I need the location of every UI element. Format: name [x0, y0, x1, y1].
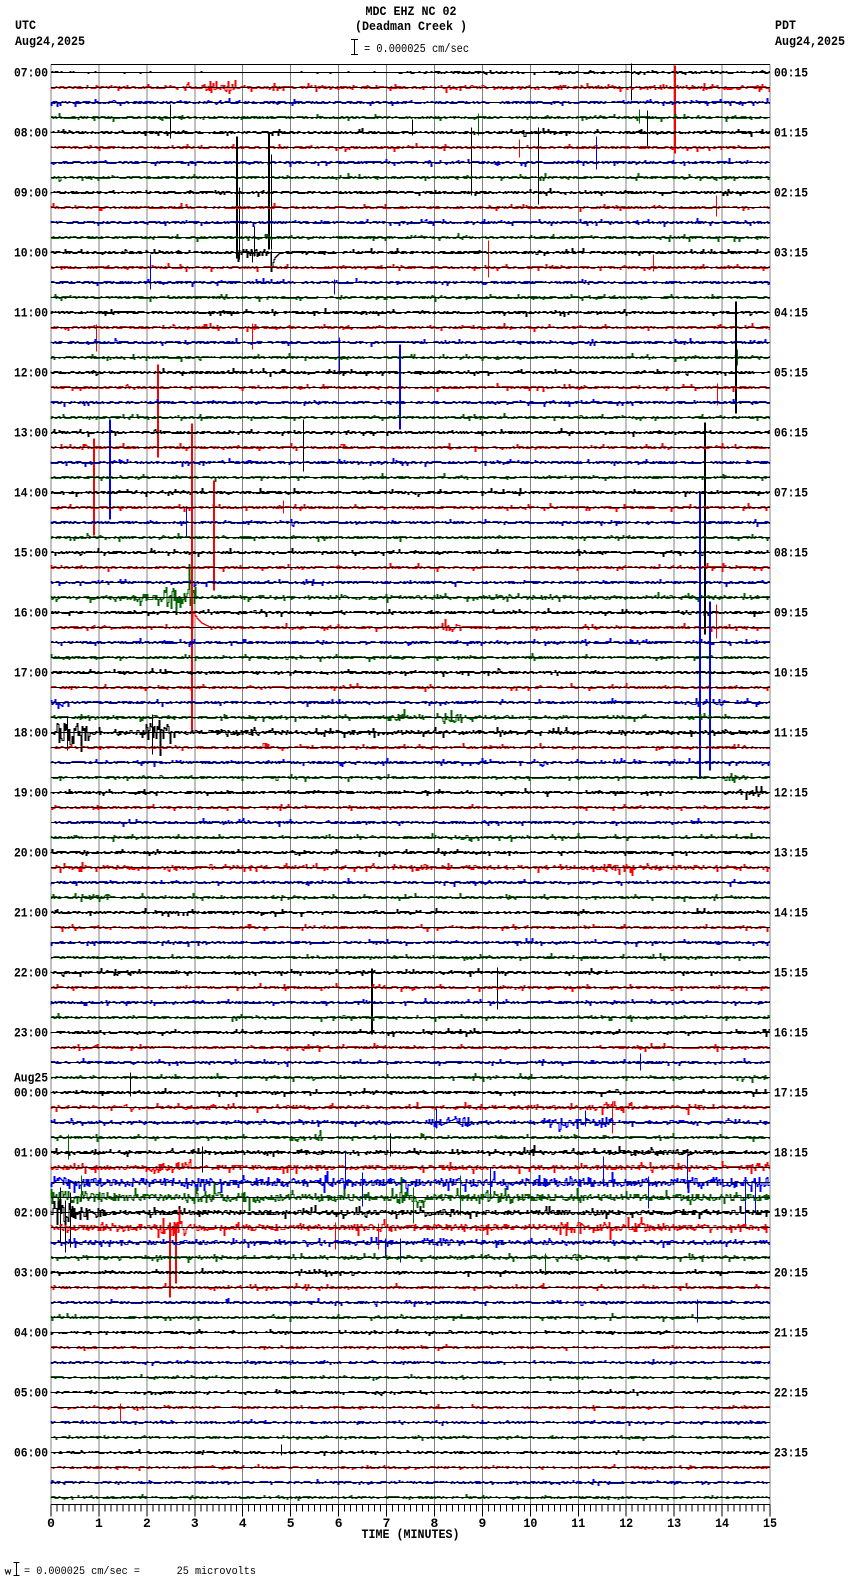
svg-text:16:00: 16:00 [14, 606, 48, 621]
svg-text:05:15: 05:15 [774, 366, 808, 381]
svg-text:18:15: 18:15 [774, 1146, 808, 1161]
svg-text:00:00: 00:00 [14, 1086, 48, 1101]
svg-text:22:15: 22:15 [774, 1386, 808, 1401]
svg-text:21:15: 21:15 [774, 1326, 808, 1341]
svg-text:11: 11 [571, 1516, 585, 1531]
svg-text:21:00: 21:00 [14, 906, 48, 921]
svg-text:01:00: 01:00 [14, 1146, 48, 1161]
svg-text:15:00: 15:00 [14, 546, 48, 561]
svg-text:(Deadman Creek ): (Deadman Creek ) [355, 19, 467, 34]
svg-text:Aug24,2025: Aug24,2025 [775, 34, 845, 49]
svg-text:08:15: 08:15 [774, 546, 808, 561]
svg-text:UTC: UTC [15, 18, 36, 33]
svg-text:Aug24,2025: Aug24,2025 [15, 34, 85, 49]
svg-text:14:00: 14:00 [14, 486, 48, 501]
svg-text:02:00: 02:00 [14, 1206, 48, 1221]
svg-text:11:15: 11:15 [774, 726, 808, 741]
svg-text:14: 14 [715, 1516, 729, 1531]
svg-text:12:00: 12:00 [14, 366, 48, 381]
svg-text:00:15: 00:15 [774, 66, 808, 81]
svg-text:12:15: 12:15 [774, 786, 808, 801]
svg-text:16:15: 16:15 [774, 1026, 808, 1041]
svg-text:10:15: 10:15 [774, 666, 808, 681]
svg-text:13: 13 [667, 1516, 681, 1531]
svg-text:08:00: 08:00 [14, 126, 48, 141]
svg-text:23:00: 23:00 [14, 1026, 48, 1041]
svg-text:17:15: 17:15 [774, 1086, 808, 1101]
svg-text:06:00: 06:00 [14, 1446, 48, 1461]
svg-text:9: 9 [478, 1516, 486, 1531]
svg-text:14:15: 14:15 [774, 906, 808, 921]
svg-text:03:00: 03:00 [14, 1266, 48, 1281]
svg-text:MDC EHZ NC 02: MDC EHZ NC 02 [366, 4, 457, 19]
svg-text:5: 5 [287, 1516, 295, 1531]
svg-text:04:15: 04:15 [774, 306, 808, 321]
svg-text:0: 0 [47, 1516, 55, 1531]
svg-text:03:15: 03:15 [774, 246, 808, 261]
svg-text:Aug25: Aug25 [14, 1071, 48, 1086]
svg-text:09:15: 09:15 [774, 606, 808, 621]
svg-text:19:15: 19:15 [774, 1206, 808, 1221]
svg-text:01:15: 01:15 [774, 126, 808, 141]
svg-text:= 0.000025 cm/sec = 25 mi: = 0.000025 cm/sec = 25 microvolts [24, 1566, 256, 1578]
svg-text:6: 6 [335, 1516, 343, 1531]
svg-text:23:15: 23:15 [774, 1446, 808, 1461]
svg-text:10: 10 [523, 1516, 537, 1531]
svg-text:PDT: PDT [775, 18, 796, 33]
svg-text:7: 7 [383, 1516, 391, 1531]
svg-text:8: 8 [431, 1516, 439, 1531]
svg-text:15:15: 15:15 [774, 966, 808, 981]
svg-text:18:00: 18:00 [14, 726, 48, 741]
svg-text:05:00: 05:00 [14, 1386, 48, 1401]
svg-text:15: 15 [763, 1516, 777, 1531]
svg-text:07:15: 07:15 [774, 486, 808, 501]
svg-text:13:00: 13:00 [14, 426, 48, 441]
svg-text:17:00: 17:00 [14, 666, 48, 681]
svg-text:2: 2 [143, 1516, 151, 1531]
svg-text:19:00: 19:00 [14, 786, 48, 801]
svg-text:TIME (MINUTES): TIME (MINUTES) [362, 1527, 460, 1542]
svg-text:= 0.000025 cm/sec: = 0.000025 cm/sec [364, 42, 469, 56]
svg-text:20:15: 20:15 [774, 1266, 808, 1281]
svg-text:06:15: 06:15 [774, 426, 808, 441]
svg-text:04:00: 04:00 [14, 1326, 48, 1341]
svg-text:1: 1 [95, 1516, 103, 1531]
svg-text:11:00: 11:00 [14, 306, 48, 321]
svg-text:10:00: 10:00 [14, 246, 48, 261]
svg-text:13:15: 13:15 [774, 846, 808, 861]
svg-text:07:00: 07:00 [14, 66, 48, 81]
svg-text:02:15: 02:15 [774, 186, 808, 201]
svg-text:09:00: 09:00 [14, 186, 48, 201]
svg-text:4: 4 [239, 1516, 247, 1531]
svg-text:3: 3 [191, 1516, 199, 1531]
svg-text:12: 12 [619, 1516, 633, 1531]
svg-text:20:00: 20:00 [14, 846, 48, 861]
svg-text:22:00: 22:00 [14, 966, 48, 981]
